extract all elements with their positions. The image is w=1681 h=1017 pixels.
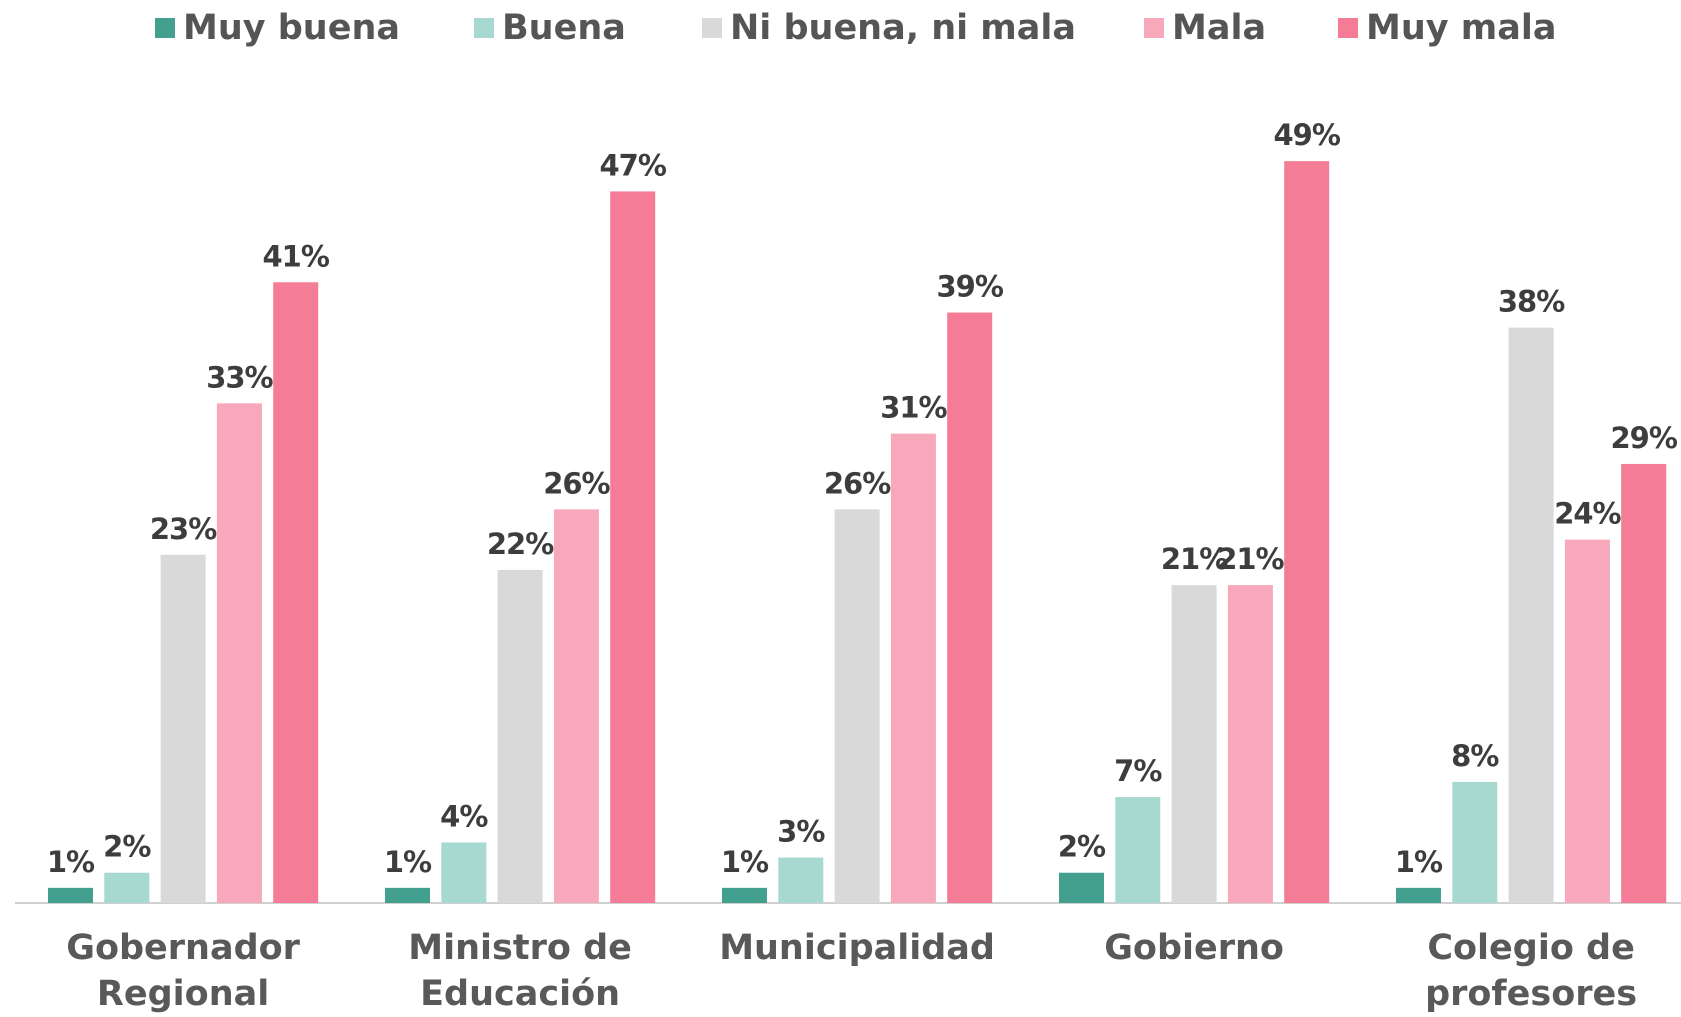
bar [1564,539,1610,903]
bar [48,887,93,903]
value-label: 1% [721,845,769,879]
category-label: Colegio de profesores [1425,928,1638,1014]
legend-label: Muy buena [183,8,400,48]
bar [1621,463,1667,903]
legend-item: Muy mala [1338,6,1556,50]
value-label: 7% [1114,754,1162,788]
value-label: 1% [384,845,432,879]
category-label: Ministro de Educación [408,928,632,1014]
bar [1396,887,1441,903]
bar [1171,585,1217,903]
legend-item: Muy buena [155,6,400,50]
category-label: Gobierno [1104,928,1284,968]
legend-swatch [702,18,722,38]
legend-swatch [155,18,175,38]
bar [722,887,767,903]
value-label: 31% [880,391,947,425]
value-label: 29% [1610,421,1677,455]
value-label: 1% [1395,845,1443,879]
bar [273,282,319,903]
bar [1059,872,1104,903]
bar [1452,781,1498,903]
value-label: 21% [1217,542,1284,576]
value-label: 38% [1498,285,1565,319]
value-label: 33% [206,360,273,394]
bar [1227,585,1273,903]
bar [778,857,824,903]
value-label: 8% [1451,739,1499,773]
bar [610,191,656,904]
value-label: 4% [440,799,488,833]
legend-item: Mala [1144,6,1266,50]
bar [497,569,543,903]
legend-swatch [1338,18,1358,38]
legend-label: Ni buena, ni mala [730,8,1077,48]
value-label: 47% [599,148,666,182]
bar [385,887,430,903]
value-label: 23% [150,512,217,546]
bar [1284,161,1330,903]
bar [553,509,599,903]
value-label: 41% [262,239,329,273]
legend-swatch [1144,18,1164,38]
value-label: 26% [543,466,610,500]
value-label: 26% [824,466,891,500]
bar [834,509,880,903]
legend-item: Ni buena, ni mala [702,6,1076,50]
bar [1508,327,1554,903]
value-label: 21% [1161,542,1228,576]
bar [947,312,993,903]
category-label: Gobernador Regional [66,928,300,1014]
value-label: 1% [47,845,95,879]
bar [160,554,206,903]
bar [216,403,262,903]
legend-label: Muy mala [1366,8,1557,48]
legend-label: Buena [502,8,626,48]
legend-swatch [474,18,494,38]
legend-label: Mala [1172,8,1267,48]
bar [890,433,936,903]
bar [1115,797,1161,903]
value-label: 2% [103,830,151,864]
category-label: Municipalidad [719,928,995,968]
value-label: 39% [936,270,1003,304]
value-label: 49% [1273,118,1340,152]
value-label: 2% [1058,830,1106,864]
value-label: 3% [777,815,825,849]
bar [441,842,487,903]
bar [104,872,150,903]
value-label: 24% [1554,497,1621,531]
value-label: 22% [487,527,554,561]
legend-item: Buena [474,6,626,50]
